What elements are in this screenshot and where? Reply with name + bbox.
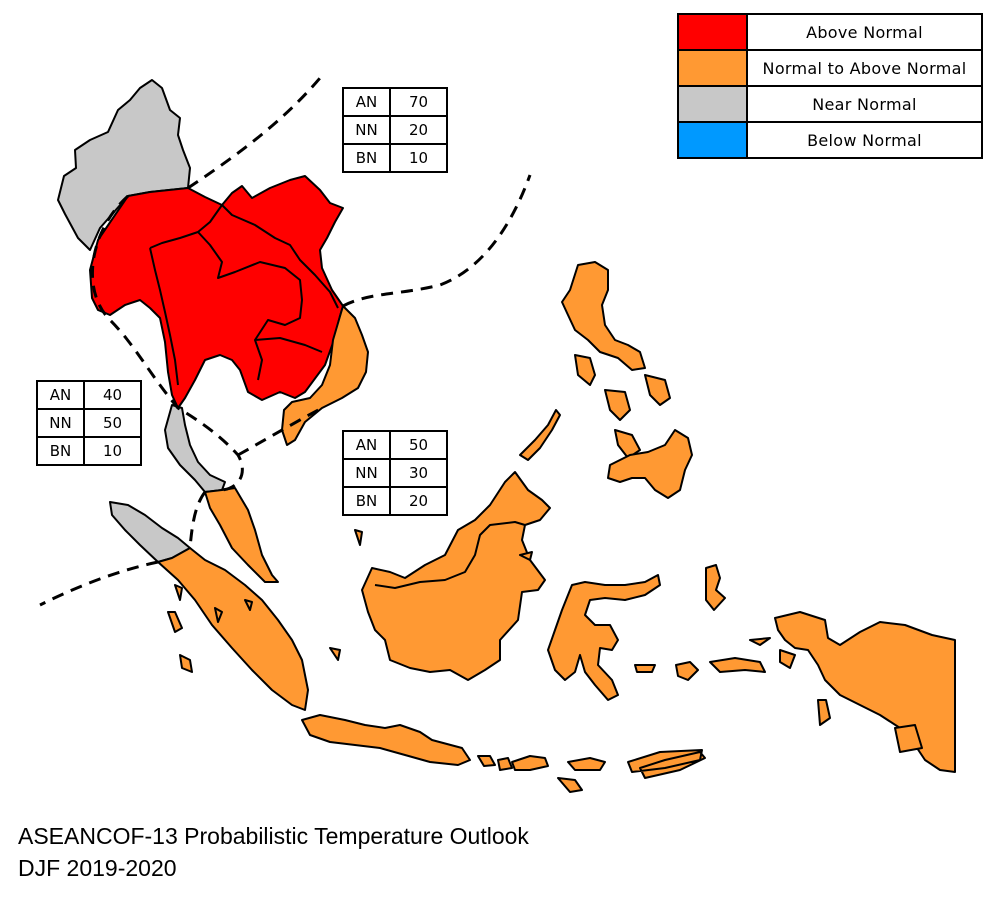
prob-value: 40 (102, 386, 123, 404)
region-small-islands (167, 529, 656, 673)
legend-item-normal-to-above-normal: Normal to Above Normal (679, 51, 981, 87)
probability-box-mainland-north: AN 70 NN 20 BN 10 (342, 87, 448, 173)
zone-boundary-mainland-west (90, 194, 244, 492)
prob-key: AN (38, 382, 85, 408)
region-java (301, 714, 471, 766)
legend-item-below-normal: Below Normal (679, 123, 981, 157)
border-lines-mainland (149, 204, 339, 386)
prob-key: NN (344, 117, 391, 143)
map-caption: ASEANCOF-13 Probabilistic Temperature Ou… (18, 820, 529, 884)
prob-value: 50 (408, 436, 429, 454)
region-luzon (561, 261, 646, 371)
legend-label: Normal to Above Normal (762, 58, 967, 78)
legend-item-near-normal: Near Normal (679, 87, 981, 123)
legend-swatch-above-normal (679, 15, 748, 49)
prob-key: AN (344, 432, 391, 458)
region-maluku (675, 564, 771, 681)
legend-swatch-near-normal (679, 87, 748, 121)
prob-value: 10 (102, 442, 123, 460)
region-north-myanmar (57, 79, 191, 251)
zone-boundary-north (187, 77, 322, 190)
zone-boundary-mainland-east (342, 174, 532, 308)
zone-boundary-gulf (237, 406, 323, 457)
prob-key: NN (38, 410, 85, 436)
prob-value: 70 (408, 93, 429, 111)
region-papua (774, 611, 956, 773)
region-aceh-near-normal (109, 501, 191, 563)
region-papua-south (779, 649, 923, 753)
prob-key: AN (344, 89, 391, 115)
legend-label: Above Normal (806, 22, 923, 42)
caption-title: ASEANCOF-13 Probabilistic Temperature Ou… (18, 823, 529, 849)
legend-label: Below Normal (807, 130, 922, 150)
region-palawan (519, 409, 561, 461)
prob-key: NN (344, 460, 391, 486)
region-sumatra (157, 547, 309, 711)
region-peninsular-malaysia (204, 487, 279, 583)
region-mainland-above-normal (89, 175, 344, 409)
prob-key: BN (38, 438, 85, 464)
legend-swatch-below-normal (679, 123, 748, 157)
legend-label: Near Normal (812, 94, 917, 114)
prob-value: 20 (408, 121, 429, 139)
zone-boundary-malacca (188, 491, 207, 549)
map-legend: Above Normal Normal to Above Normal Near… (677, 13, 983, 159)
prob-value: 30 (408, 464, 429, 482)
region-mindoro (574, 354, 596, 386)
legend-item-above-normal: Above Normal (679, 15, 981, 51)
prob-key: BN (344, 145, 391, 171)
region-south-vietnam (281, 305, 369, 446)
prob-value: 20 (408, 492, 429, 510)
probability-box-west: AN 40 NN 50 BN 10 (36, 380, 142, 466)
zone-boundary-southwest (39, 560, 159, 607)
border-lines-borneo (374, 521, 526, 589)
caption-period: DJF 2019-2020 (18, 855, 177, 881)
region-sulawesi (547, 574, 661, 701)
region-visayas (604, 374, 671, 459)
region-mindanao (607, 429, 693, 499)
probability-box-maritime: AN 50 NN 30 BN 20 (342, 430, 448, 516)
region-isthmus-near-normal (164, 404, 226, 493)
prob-value: 10 (408, 149, 429, 167)
prob-value: 50 (102, 414, 123, 432)
legend-swatch-normal-to-above-normal (679, 51, 748, 85)
prob-key: BN (344, 488, 391, 514)
region-lesser-sunda (477, 749, 706, 793)
